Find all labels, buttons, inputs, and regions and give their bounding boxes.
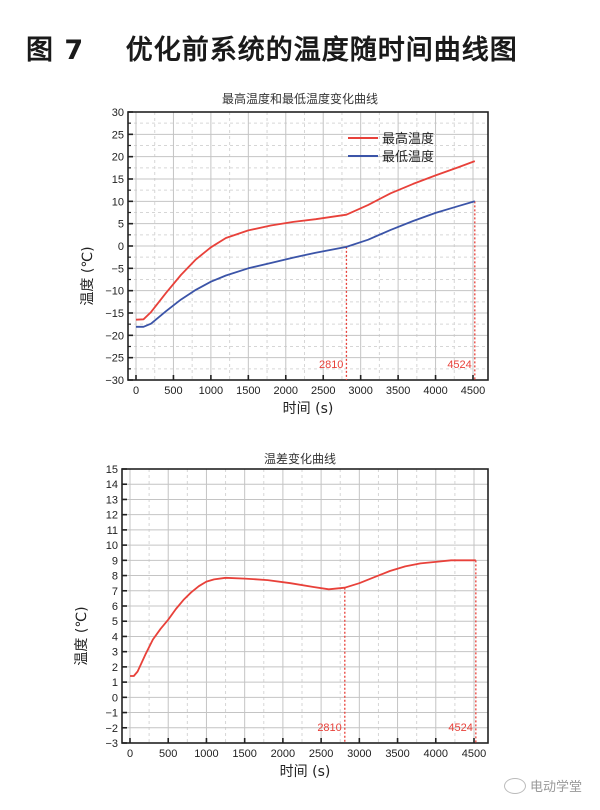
y-tick-label: 2 — [112, 662, 118, 674]
y-tick-label: 14 — [106, 479, 118, 491]
watermark: 电动学堂 — [504, 776, 582, 795]
x-tick-label: 500 — [164, 385, 182, 397]
y-tick-label: 10 — [106, 540, 118, 552]
annotation-label: 4524 — [448, 722, 472, 734]
x-tick-label: 3500 — [386, 385, 410, 397]
y-tick-label: 1 — [112, 677, 118, 689]
y-axis-label: 温度 (℃) — [74, 606, 90, 665]
y-tick-label: −25 — [105, 353, 124, 365]
wechat-icon — [504, 777, 526, 794]
annotation-label: 4524 — [447, 359, 471, 371]
annotation-label: 2810 — [317, 722, 341, 734]
plot-area: 0 500 1000 1500 2000 2500 3000 3500 4000 45001514… — [74, 464, 489, 780]
x-tick-label: 1500 — [232, 748, 256, 760]
y-tick-label: 10 — [112, 196, 124, 208]
y-tick-label: 13 — [106, 494, 118, 506]
y-tick-label: 0 — [112, 692, 118, 704]
y-tick-label: 0 — [118, 241, 124, 253]
y-tick-label: −3 — [105, 738, 118, 750]
x-tick-label: 3500 — [385, 748, 409, 760]
y-tick-label: 25 — [112, 129, 124, 141]
series-line — [130, 559, 476, 677]
y-tick-label: 3 — [112, 647, 118, 659]
x-tick-label: 3000 — [347, 748, 371, 760]
y-tick-label: 30 — [112, 107, 124, 119]
y-tick-label: −2 — [105, 723, 118, 735]
x-tick-label: 4500 — [462, 748, 486, 760]
x-tick-label: 0 — [133, 385, 139, 397]
x-tick-label: 0 — [127, 748, 133, 760]
x-tick-label: 4000 — [424, 748, 448, 760]
y-tick-label: 15 — [112, 174, 124, 186]
y-tick-label: 7 — [112, 586, 118, 598]
x-tick-label: 2500 — [309, 748, 333, 760]
x-axis-label: 时间 (s) — [280, 764, 331, 780]
chart-1-title: 最高温度和最低温度变化曲线 — [221, 92, 378, 106]
y-tick-label: 9 — [112, 555, 118, 567]
y-tick-label: 12 — [106, 510, 118, 522]
x-tick-label: 3000 — [348, 385, 372, 397]
y-tick-label: 11 — [107, 525, 118, 537]
y-tick-label: −20 — [105, 330, 124, 342]
y-tick-label: −5 — [111, 263, 124, 275]
x-tick-label: 4500 — [461, 385, 485, 397]
x-tick-label: 500 — [159, 748, 177, 760]
x-tick-label: 1500 — [236, 385, 260, 397]
series-line — [136, 200, 476, 328]
y-tick-label: 4 — [112, 631, 118, 643]
y-tick-label: 8 — [112, 571, 118, 583]
legend-label: 最高温度 — [382, 131, 434, 147]
figure-title: 图 7 优化前系统的温度随时间曲线图 — [26, 35, 518, 66]
y-tick-label: −1 — [105, 708, 118, 720]
series-line — [135, 160, 476, 321]
legend-label: 最低温度 — [382, 149, 434, 165]
y-tick-label: 6 — [112, 601, 118, 613]
y-tick-label: −30 — [105, 375, 124, 387]
y-tick-label: −10 — [105, 286, 124, 298]
x-tick-label: 1000 — [194, 748, 218, 760]
y-tick-label: 5 — [118, 219, 124, 231]
x-tick-label: 2000 — [274, 385, 298, 397]
y-tick-label: −15 — [105, 308, 124, 320]
x-tick-label: 4000 — [423, 385, 447, 397]
chart-2-title: 温差变化曲线 — [263, 452, 336, 466]
x-tick-label: 2000 — [271, 748, 295, 760]
y-axis-label: 温度 (℃) — [80, 246, 96, 305]
x-tick-label: 1000 — [199, 385, 223, 397]
plot-area: 0 500 1000 1500 2000 2500 3000 3500 4000 4500 30 25… — [80, 107, 489, 417]
x-axis-label: 时间 (s) — [283, 401, 334, 417]
max-min-temperature-chart: 0 500 1000 1500 2000 2500 3000 3500 4000 4500 30 25… — [80, 107, 489, 417]
x-tick-label: 2500 — [311, 385, 335, 397]
watermark-text: 电动学堂 — [530, 780, 583, 795]
y-tick-label: 15 — [106, 464, 118, 476]
annotation-label: 2810 — [319, 359, 343, 371]
y-tick-label: 5 — [112, 616, 118, 628]
y-tick-label: 20 — [112, 152, 124, 164]
